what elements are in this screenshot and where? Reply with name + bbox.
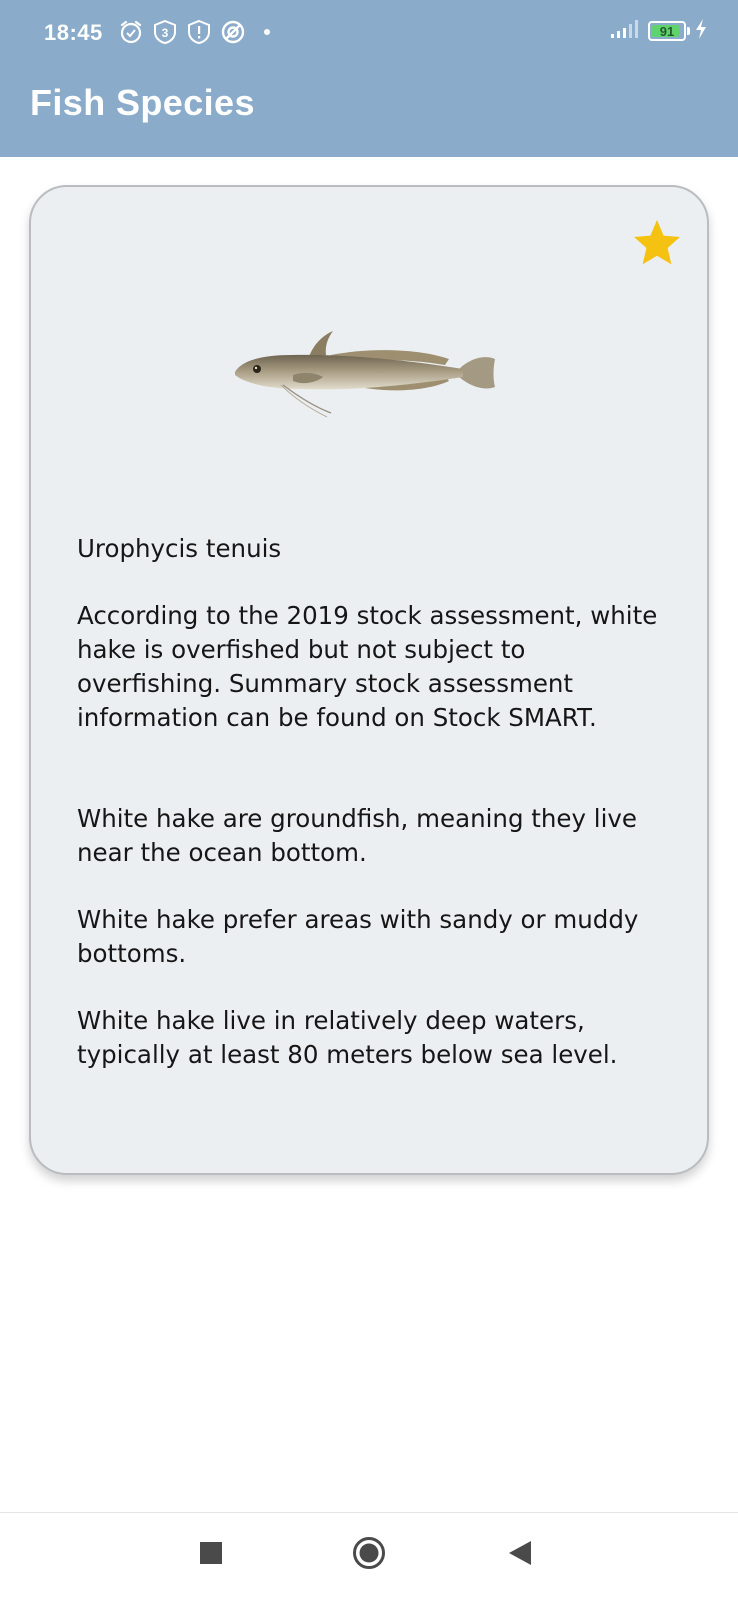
- page-title: Fish Species: [30, 82, 255, 123]
- stock-status-text: According to the 2019 stock assessment, …: [77, 601, 658, 732]
- signal-icon: [610, 19, 640, 43]
- habitat-fact: White hake are groundfish, meaning they …: [77, 804, 637, 867]
- battery-fill: [652, 25, 679, 37]
- home-icon[interactable]: [341, 1525, 397, 1581]
- battery-level: 91: [659, 23, 675, 39]
- notification-icons: 3: [118, 19, 288, 45]
- status-bar: 18:45 3: [0, 0, 738, 66]
- charging-bolt-icon: [694, 18, 708, 44]
- dot-icon: [254, 19, 280, 45]
- species-description: Urophycis tenuis According to the 2019 s…: [77, 532, 677, 1072]
- shield-alert-icon: [186, 19, 212, 45]
- data-saver-icon: [220, 19, 246, 45]
- status-time: 18:45: [44, 20, 103, 45]
- species-card: Urophycis tenuis According to the 2019 s…: [29, 185, 709, 1175]
- favorite-star-icon[interactable]: [629, 215, 685, 271]
- alarm-icon: [118, 19, 144, 45]
- recent-apps-icon[interactable]: [183, 1525, 239, 1581]
- system-icons: 91: [610, 18, 708, 44]
- app-bar: 18:45 3: [0, 0, 738, 157]
- bottom-preference-fact: White hake prefer areas with sandy or mu…: [77, 905, 639, 968]
- fish-illustration: [235, 331, 495, 418]
- battery-icon: 91: [648, 21, 690, 41]
- notification-count: 3: [162, 26, 169, 40]
- back-icon[interactable]: [492, 1525, 548, 1581]
- badge-3-icon: 3: [152, 19, 178, 45]
- scientific-name: Urophycis tenuis: [77, 534, 282, 563]
- depth-fact: White hake live in relatively deep water…: [77, 1006, 618, 1069]
- system-nav-bar: [0, 1512, 738, 1601]
